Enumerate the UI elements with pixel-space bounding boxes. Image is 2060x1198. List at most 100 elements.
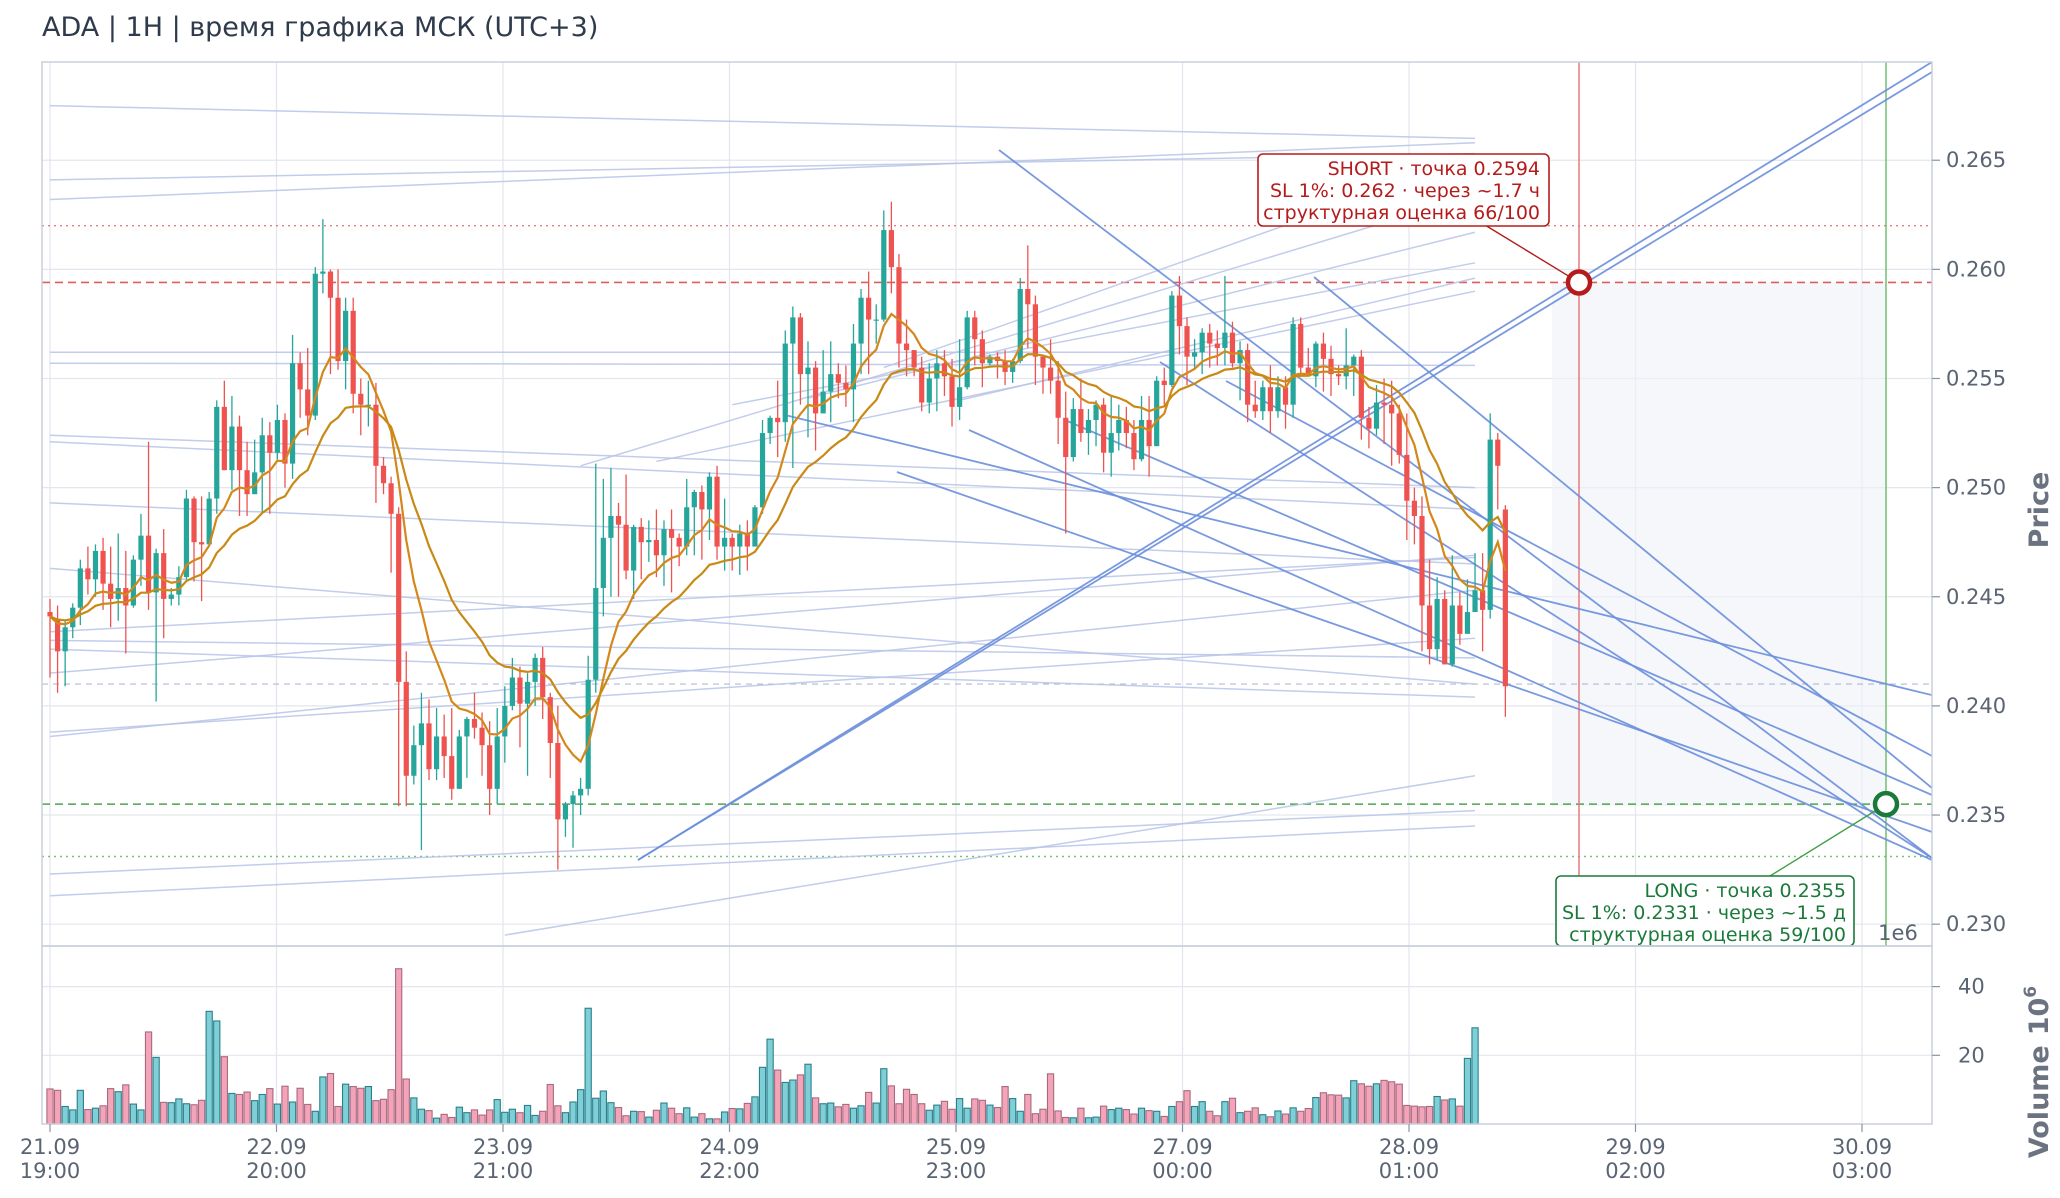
volume-bar — [781, 1081, 789, 1125]
channel-line — [49, 639, 1476, 659]
volume-bar — [425, 1110, 433, 1125]
trend-line — [1064, 419, 1932, 796]
channel-line — [49, 554, 1476, 674]
volume-bar — [1312, 1097, 1320, 1125]
volume-bar — [705, 1118, 714, 1125]
candle-body — [358, 393, 364, 405]
channel-line — [504, 775, 1476, 936]
candle-body — [1389, 404, 1395, 414]
channel-line — [49, 362, 1476, 367]
candle-body — [1131, 433, 1137, 460]
volume-bar — [379, 1098, 388, 1125]
volume-bar — [690, 1116, 698, 1125]
candle-body — [123, 588, 129, 606]
candle-body — [585, 679, 591, 789]
volume-bar — [417, 1108, 426, 1125]
volume-bar — [1031, 1113, 1040, 1125]
volume-bar — [993, 1106, 1002, 1125]
trend-line — [784, 414, 1932, 697]
candle-body — [1169, 295, 1175, 386]
candle-body — [236, 426, 243, 471]
volume-grid — [42, 986, 1932, 1056]
candle-body — [1123, 419, 1129, 434]
candle-body — [638, 526, 644, 543]
candle-body — [767, 417, 773, 434]
volume-bar — [1198, 1101, 1206, 1125]
volume-bar — [190, 1104, 198, 1125]
volume-bar — [364, 1086, 373, 1125]
volume-bar — [1259, 1114, 1267, 1125]
volume-bar — [182, 1103, 191, 1125]
candle-body — [176, 577, 182, 595]
volume-bar — [1372, 1083, 1381, 1125]
candle-body — [972, 317, 978, 340]
volume-bar — [1380, 1079, 1388, 1125]
candle-body — [1229, 332, 1236, 364]
candle-body — [244, 470, 250, 495]
time-tick-hour: 19:00 — [20, 1159, 81, 1183]
volume-bar — [887, 1085, 896, 1125]
volume-bar — [334, 1105, 342, 1125]
volume-bar — [1463, 1057, 1472, 1125]
candle-body — [456, 736, 462, 789]
candle-body — [911, 350, 917, 368]
candle-body — [62, 627, 68, 652]
volume-bar — [387, 1089, 395, 1125]
candle-body — [161, 553, 167, 599]
candle-body — [1282, 387, 1289, 405]
candle-body — [464, 718, 470, 737]
candle-body — [896, 267, 902, 344]
candle-body — [1419, 516, 1425, 606]
volume-bar — [402, 1078, 410, 1125]
time-tick-date: 28.09 — [1379, 1135, 1439, 1159]
volume-axis-exponent: 6 — [2021, 986, 2041, 998]
volume-bar — [804, 1063, 812, 1125]
volume-bar — [1441, 1099, 1449, 1125]
candle-body — [85, 568, 91, 580]
volume-bar — [478, 1114, 486, 1125]
volume-tick-label: 40 — [1958, 975, 1985, 999]
volume-bar — [129, 1103, 138, 1125]
price-tick-label: 0.250 — [1946, 476, 2006, 500]
candle-body — [380, 465, 387, 484]
volume-bar — [1327, 1094, 1335, 1125]
volume-bar — [849, 1107, 858, 1125]
volume-bar — [1334, 1094, 1343, 1125]
volume-bar — [614, 1106, 623, 1125]
candle-body — [1078, 409, 1084, 434]
candle-body — [797, 317, 804, 375]
candle-body — [517, 677, 523, 704]
volume-bar — [463, 1112, 471, 1125]
volume-bar — [811, 1097, 820, 1125]
candle-body — [1411, 500, 1417, 517]
volume-bar — [349, 1086, 357, 1125]
volume-bar — [220, 1056, 228, 1125]
volume-bar — [774, 1069, 782, 1125]
volume-bar — [963, 1107, 971, 1125]
price-tick-label: 0.245 — [1946, 585, 2006, 609]
candle-body — [1207, 332, 1213, 344]
trend-lines — [637, 62, 1932, 861]
candle-body — [668, 529, 675, 538]
volume-bar — [1001, 1086, 1009, 1125]
trend-line — [1159, 361, 1932, 859]
volume-bar — [1418, 1106, 1426, 1125]
volume-bar — [69, 1109, 77, 1125]
price-tick-label: 0.230 — [1946, 912, 2006, 936]
candle-body — [1214, 343, 1220, 348]
time-tick-date: 27.09 — [1152, 1135, 1212, 1159]
volume-exponent: 1e6 — [1878, 921, 1918, 945]
volume-bar — [1243, 1110, 1252, 1125]
candle-body — [631, 526, 637, 571]
candle-body — [653, 540, 659, 556]
candle-body — [1472, 590, 1478, 613]
candle-body — [1093, 404, 1099, 420]
volume-bar — [508, 1108, 517, 1125]
volume-bar — [743, 1102, 752, 1125]
volume-bar — [872, 1102, 880, 1125]
trend-line — [637, 71, 1932, 861]
candle-body — [494, 736, 500, 789]
volume-bar — [357, 1087, 365, 1125]
candle-body — [555, 743, 561, 820]
volume-bar — [1228, 1097, 1237, 1125]
